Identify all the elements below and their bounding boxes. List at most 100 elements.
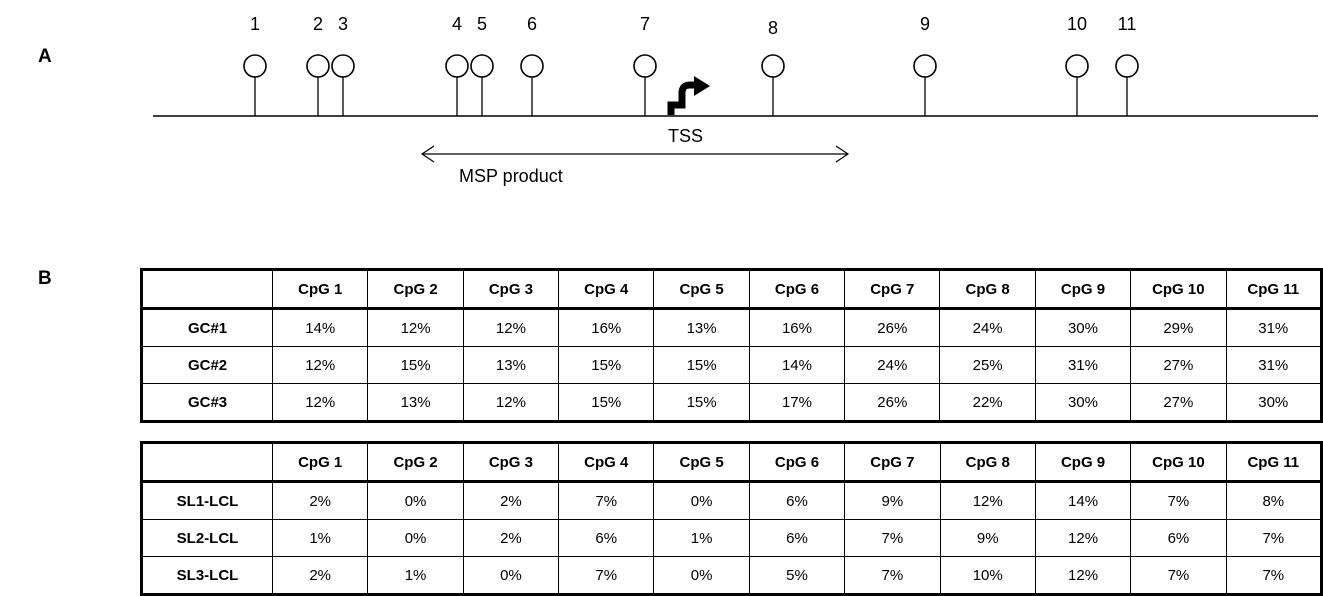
cpg-site-circle bbox=[331, 54, 355, 78]
methylation-cell: 25% bbox=[939, 346, 1036, 384]
table-row: SL1-LCL 2% 0% 2% 7% 0% 6% 9% 12% 14% 7% 8% bbox=[140, 481, 1323, 520]
table-header-row: CpG 1 CpG 2 CpG 3 CpG 4 CpG 5 CpG 6 CpG … bbox=[140, 442, 1323, 483]
cpg-site-label: 10 bbox=[1067, 14, 1087, 34]
row-label: SL2-LCL bbox=[140, 519, 274, 557]
methylation-cell: 31% bbox=[1034, 346, 1132, 384]
header-cpg-1: CpG 1 bbox=[272, 442, 369, 483]
methylation-cell: 0% bbox=[653, 556, 750, 595]
header-cpg-9: CpG 9 bbox=[1034, 442, 1132, 483]
methylation-cell: 6% bbox=[1130, 519, 1227, 557]
methylation-cell: 7% bbox=[844, 519, 941, 557]
methylation-cell: 12% bbox=[272, 383, 369, 422]
tss-label: TSS bbox=[668, 126, 703, 146]
cpg-site-10: 10 bbox=[1065, 14, 1089, 116]
methylation-cell: 1% bbox=[653, 519, 750, 557]
header-cpg-1: CpG 1 bbox=[272, 269, 369, 310]
cpg-site-label: 7 bbox=[640, 14, 650, 34]
header-cpg-11: CpG 11 bbox=[1225, 442, 1323, 483]
header-cpg-4: CpG 4 bbox=[558, 442, 655, 483]
methylation-cell: 7% bbox=[844, 556, 941, 595]
methylation-cell: 12% bbox=[1034, 519, 1132, 557]
methylation-cell: 1% bbox=[367, 556, 464, 595]
msp-product-label: MSP product bbox=[459, 166, 563, 186]
methylation-cell: 14% bbox=[1034, 481, 1132, 520]
methylation-cell: 5% bbox=[748, 556, 846, 595]
methylation-cell: 2% bbox=[462, 481, 560, 520]
methylation-cell: 12% bbox=[462, 383, 560, 422]
cpg-site-label: 4 bbox=[452, 14, 462, 34]
row-label: GC#1 bbox=[140, 308, 274, 347]
methylation-cell: 30% bbox=[1034, 383, 1132, 422]
methylation-cell: 24% bbox=[844, 346, 941, 384]
methylation-cell: 15% bbox=[367, 346, 464, 384]
cpg-promoter-diagram: 1 2 3 4 5 6 7 8 9 10 11 TSS MSP product bbox=[153, 14, 1318, 186]
methylation-cell: 12% bbox=[367, 308, 464, 347]
methylation-cell: 31% bbox=[1225, 346, 1322, 384]
cpg-site-label: 3 bbox=[338, 14, 348, 34]
table-row: GC#3 12% 13% 12% 15% 15% 17% 26% 22% 30% 27% 30% bbox=[140, 383, 1322, 422]
methylation-cell: 13% bbox=[367, 383, 464, 422]
cpg-site-4: 4 bbox=[445, 14, 469, 116]
cpg-site-9: 9 bbox=[913, 14, 937, 116]
cpg-site-label: 11 bbox=[1118, 14, 1137, 34]
cpg-site-circle bbox=[520, 54, 544, 78]
msp-product-arrow bbox=[420, 145, 850, 163]
methylation-cell: 12% bbox=[272, 346, 369, 384]
panel-a-letter: A bbox=[38, 46, 52, 67]
methylation-cell: 15% bbox=[558, 346, 655, 384]
cpg-site-3: 3 bbox=[331, 14, 355, 116]
header-cpg-7: CpG 7 bbox=[844, 442, 941, 483]
lcl-methylation-table: CpG 1 CpG 2 CpG 3 CpG 4 CpG 5 CpG 6 CpG … bbox=[140, 441, 1323, 596]
methylation-cell: 0% bbox=[367, 481, 464, 520]
row-label: SL3-LCL bbox=[140, 556, 274, 595]
methylation-cell: 6% bbox=[748, 519, 846, 557]
methylation-cell: 26% bbox=[844, 308, 941, 347]
cpg-site-7: 7 bbox=[633, 14, 657, 116]
cpg-site-label: 8 bbox=[768, 18, 778, 38]
tss-arrow-icon bbox=[667, 76, 710, 115]
methylation-cell: 30% bbox=[1225, 383, 1322, 422]
header-cpg-6: CpG 6 bbox=[748, 442, 846, 483]
cpg-site-label: 2 bbox=[313, 14, 323, 34]
header-cpg-3: CpG 3 bbox=[462, 442, 560, 483]
methylation-cell: 27% bbox=[1130, 346, 1227, 384]
cpg-site-circle bbox=[470, 54, 494, 78]
methylation-cell: 7% bbox=[558, 556, 655, 595]
cpg-site-label: 1 bbox=[250, 14, 260, 34]
cpg-site-1: 1 bbox=[243, 14, 267, 116]
methylation-cell: 6% bbox=[748, 481, 846, 520]
table-header-row: CpG 1 CpG 2 CpG 3 CpG 4 CpG 5 CpG 6 CpG … bbox=[140, 269, 1322, 310]
methylation-cell: 9% bbox=[939, 519, 1036, 557]
row-label: SL1-LCL bbox=[140, 481, 274, 520]
header-cpg-8: CpG 8 bbox=[939, 442, 1036, 483]
methylation-cell: 10% bbox=[939, 556, 1036, 595]
methylation-cell: 30% bbox=[1034, 308, 1132, 347]
table-body: SL1-LCL 2% 0% 2% 7% 0% 6% 9% 12% 14% 7% 8% SL2-LCL 1%… bbox=[140, 481, 1323, 595]
row-label: GC#2 bbox=[140, 346, 274, 384]
cpg-site-circle bbox=[1115, 54, 1139, 78]
header-cpg-4: CpG 4 bbox=[558, 269, 655, 310]
methylation-cell: 31% bbox=[1225, 308, 1322, 347]
methylation-cell: 14% bbox=[748, 346, 846, 384]
header-cpg-10: CpG 10 bbox=[1130, 269, 1227, 310]
header-cpg-9: CpG 9 bbox=[1034, 269, 1132, 310]
header-cpg-10: CpG 10 bbox=[1130, 442, 1227, 483]
methylation-cell: 7% bbox=[1130, 556, 1227, 595]
header-corner bbox=[140, 442, 274, 483]
methylation-cell: 29% bbox=[1130, 308, 1227, 347]
cpg-site-circle bbox=[913, 54, 937, 78]
header-cpg-11: CpG 11 bbox=[1225, 269, 1322, 310]
methylation-cell: 0% bbox=[653, 481, 750, 520]
methylation-cell: 8% bbox=[1225, 481, 1323, 520]
cpg-site-label: 5 bbox=[477, 14, 487, 34]
cpg-site-circle bbox=[243, 54, 267, 78]
methylation-cell: 6% bbox=[558, 519, 655, 557]
cpg-site-2: 2 bbox=[306, 14, 330, 116]
methylation-cell: 17% bbox=[748, 383, 846, 422]
cpg-site-label: 9 bbox=[920, 14, 930, 34]
methylation-cell: 12% bbox=[1034, 556, 1132, 595]
table-row: GC#1 14% 12% 12% 16% 13% 16% 26% 24% 30% 29% 31% bbox=[140, 308, 1322, 347]
header-cpg-6: CpG 6 bbox=[748, 269, 846, 310]
cpg-site-11: 11 bbox=[1115, 14, 1139, 116]
header-cpg-8: CpG 8 bbox=[939, 269, 1036, 310]
